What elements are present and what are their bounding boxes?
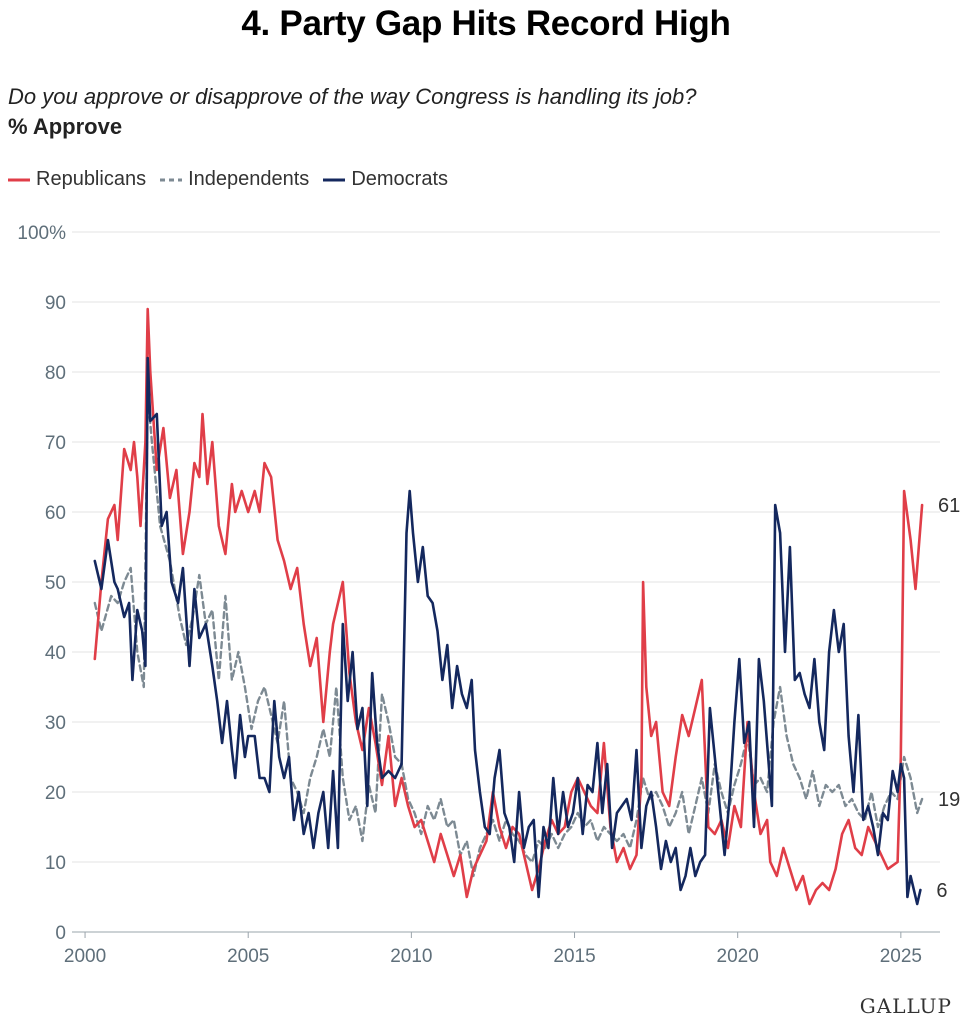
legend-label-democrats: Democrats bbox=[351, 168, 449, 190]
legend-swatch-democrats bbox=[323, 178, 346, 181]
y-tick-label: 30 bbox=[45, 713, 66, 734]
legend-swatch-independents bbox=[160, 178, 183, 181]
x-tick-label: 2010 bbox=[390, 946, 432, 967]
legend-item-democrats: Democrats bbox=[323, 168, 448, 191]
chart-title: 4. Party Gap Hits Record High bbox=[241, 4, 731, 43]
x-tick-label: 2020 bbox=[717, 946, 759, 967]
legend: Republicans Independents Democrats bbox=[8, 168, 462, 191]
x-tick-label: 2000 bbox=[64, 946, 106, 967]
y-tick-label: 10 bbox=[45, 853, 66, 874]
x-tick-label: 2005 bbox=[227, 946, 269, 967]
series-line-democrats bbox=[93, 356, 922, 906]
series-line-republicans bbox=[93, 307, 924, 906]
end-label-democrats: 6 bbox=[936, 880, 947, 902]
y-tick-label: 40 bbox=[45, 643, 66, 664]
line-chart: 0 10 20 30 40 50 60 70 80 90 100% 2000 2005 2010 2015 2… bbox=[17, 223, 960, 967]
legend-label-republicans: Republicans bbox=[36, 168, 147, 190]
survey-question: Do you approve or disapprove of the way … bbox=[8, 84, 697, 109]
y-tick-label: 90 bbox=[45, 293, 66, 314]
legend-swatch-republicans bbox=[8, 178, 30, 181]
legend-item-republicans: Republicans bbox=[8, 168, 146, 191]
y-tick-label: 0 bbox=[55, 923, 66, 944]
y-tick-label: 20 bbox=[45, 783, 66, 804]
y-tick-label: 70 bbox=[45, 433, 66, 454]
y-tick-label: 50 bbox=[45, 573, 66, 594]
measure-label: % Approve bbox=[8, 114, 123, 139]
end-label-republicans: 61 bbox=[938, 495, 960, 517]
legend-item-independents: Independents bbox=[160, 168, 309, 191]
legend-label-independents: Independents bbox=[188, 168, 310, 190]
y-tick-label: 80 bbox=[45, 363, 66, 384]
series-line-independents bbox=[93, 391, 924, 878]
y-tick-label: 100% bbox=[17, 223, 66, 244]
y-tick-label: 60 bbox=[45, 503, 66, 524]
end-label-independents: 19 bbox=[938, 789, 960, 811]
x-tick-label: 2025 bbox=[880, 946, 922, 967]
gallup-logo: GALLUP bbox=[859, 994, 952, 1018]
x-tick-label: 2015 bbox=[553, 946, 595, 967]
